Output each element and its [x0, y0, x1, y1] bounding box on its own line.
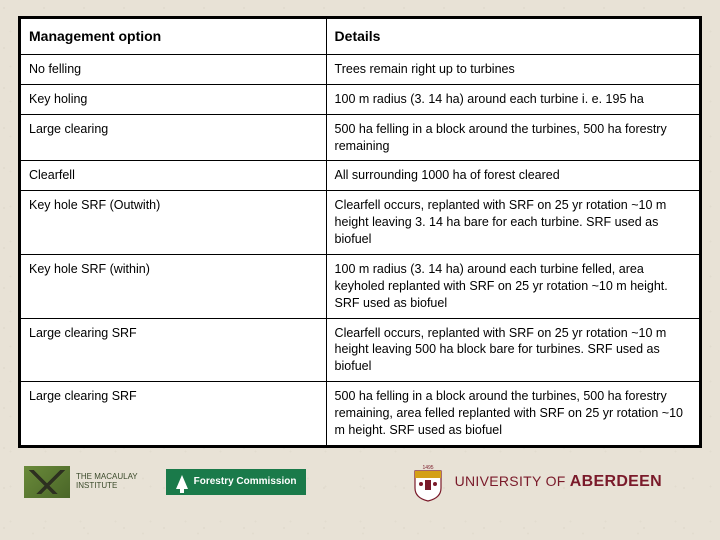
- aberdeen-logo: 1495 UNIVERSITY OF ABERDEEN: [411, 462, 662, 502]
- cell-option: No felling: [21, 54, 327, 84]
- header-option: Management option: [21, 19, 327, 55]
- forestry-logo: Forestry Commission: [166, 469, 307, 495]
- table-header-row: Management option Details: [21, 19, 700, 55]
- table-row: Large clearing SRF 500 ha felling in a b…: [21, 382, 700, 446]
- table-row: Clearfell All surrounding 1000 ha of for…: [21, 161, 700, 191]
- aberdeen-text: UNIVERSITY OF ABERDEEN: [455, 473, 662, 491]
- table-row: Key holing 100 m radius (3. 14 ha) aroun…: [21, 84, 700, 114]
- uoa-aberdeen: ABERDEEN: [570, 473, 662, 490]
- cell-details: All surrounding 1000 ha of forest cleare…: [326, 161, 699, 191]
- cell-option: Key hole SRF (within): [21, 254, 327, 318]
- cell-details: 500 ha felling in a block around the tur…: [326, 382, 699, 446]
- macaulay-icon: [24, 466, 70, 498]
- cell-option: Large clearing: [21, 114, 327, 161]
- table-row: Key hole SRF (Outwith) Clearfell occurs,…: [21, 191, 700, 255]
- cell-option: Key holing: [21, 84, 327, 114]
- cell-option: Large clearing SRF: [21, 318, 327, 382]
- tree-icon: [176, 475, 188, 489]
- uoa-university: UNIVERSITY: [455, 473, 546, 489]
- table-row: Large clearing SRF Clearfell occurs, rep…: [21, 318, 700, 382]
- aberdeen-crest-icon: 1495: [411, 462, 445, 502]
- cell-details: Clearfell occurs, replanted with SRF on …: [326, 191, 699, 255]
- macaulay-logo: THE MACAULAY INSTITUTE: [24, 466, 138, 498]
- table-row: Large clearing 500 ha felling in a block…: [21, 114, 700, 161]
- cell-option: Clearfell: [21, 161, 327, 191]
- cell-details: 500 ha felling in a block around the tur…: [326, 114, 699, 161]
- management-table-container: Management option Details No felling Tre…: [18, 16, 702, 448]
- logo-bar: THE MACAULAY INSTITUTE Forestry Commissi…: [18, 462, 702, 502]
- uoa-of: OF: [546, 473, 570, 489]
- macaulay-line2: INSTITUTE: [76, 482, 138, 490]
- forestry-text: Forestry Commission: [194, 476, 297, 487]
- cell-details: 100 m radius (3. 14 ha) around each turb…: [326, 254, 699, 318]
- table-row: No felling Trees remain right up to turb…: [21, 54, 700, 84]
- macaulay-text: THE MACAULAY INSTITUTE: [76, 473, 138, 490]
- cell-option: Large clearing SRF: [21, 382, 327, 446]
- cell-details: Clearfell occurs, replanted with SRF on …: [326, 318, 699, 382]
- table-row: Key hole SRF (within) 100 m radius (3. 1…: [21, 254, 700, 318]
- cell-option: Key hole SRF (Outwith): [21, 191, 327, 255]
- cell-details: Trees remain right up to turbines: [326, 54, 699, 84]
- header-details: Details: [326, 19, 699, 55]
- cell-details: 100 m radius (3. 14 ha) around each turb…: [326, 84, 699, 114]
- management-table: Management option Details No felling Tre…: [20, 18, 700, 446]
- crest-year: 1495: [422, 465, 433, 471]
